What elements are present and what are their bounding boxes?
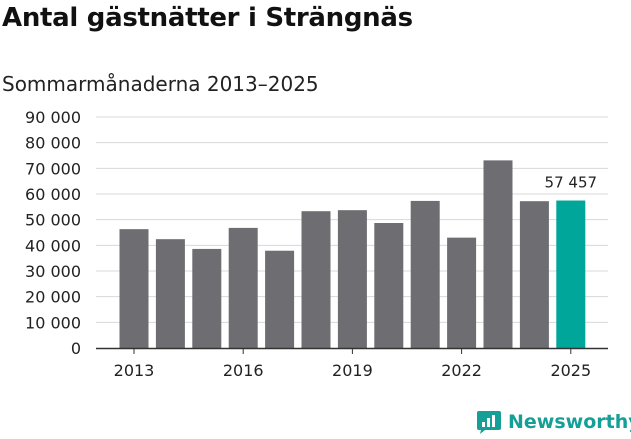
newsworthy-logo-icon bbox=[477, 411, 501, 434]
chart-title: Antal gästnätter i Strängnäs bbox=[2, 3, 413, 33]
bar bbox=[155, 239, 185, 348]
bar bbox=[119, 229, 149, 348]
x-tick-label: 2016 bbox=[223, 361, 264, 380]
bar bbox=[337, 210, 367, 348]
bar bbox=[265, 250, 295, 348]
y-tick-label: 30 000 bbox=[25, 262, 81, 281]
y-tick-label: 70 000 bbox=[25, 159, 81, 178]
bar bbox=[483, 160, 513, 348]
bar bbox=[447, 237, 477, 348]
newsworthy-logo: Newsworthy bbox=[476, 408, 631, 436]
x-tick-label: 2022 bbox=[441, 361, 482, 380]
bar bbox=[192, 248, 222, 348]
x-tick-label: 2019 bbox=[332, 361, 373, 380]
y-tick-label: 40 000 bbox=[25, 236, 81, 255]
brand-name: Newsworthy bbox=[508, 411, 631, 433]
y-tick-label: 10 000 bbox=[25, 313, 81, 332]
bar bbox=[556, 200, 586, 348]
y-tick-label: 90 000 bbox=[25, 108, 81, 127]
x-tick-label: 2013 bbox=[114, 361, 155, 380]
x-tick-label: 2025 bbox=[550, 361, 591, 380]
y-tick-label: 0 bbox=[71, 339, 81, 358]
y-tick-label: 60 000 bbox=[25, 185, 81, 204]
bar bbox=[301, 211, 331, 348]
chart-subtitle: Sommarmånaderna 2013–2025 bbox=[2, 72, 319, 96]
bar bbox=[228, 227, 258, 348]
bar bbox=[519, 201, 549, 348]
y-tick-label: 20 000 bbox=[25, 288, 81, 307]
bar bbox=[410, 200, 440, 348]
data-label: 57 457 bbox=[545, 174, 598, 192]
y-tick-label: 50 000 bbox=[25, 211, 81, 230]
y-tick-label: 80 000 bbox=[25, 134, 81, 153]
bar bbox=[374, 223, 404, 348]
